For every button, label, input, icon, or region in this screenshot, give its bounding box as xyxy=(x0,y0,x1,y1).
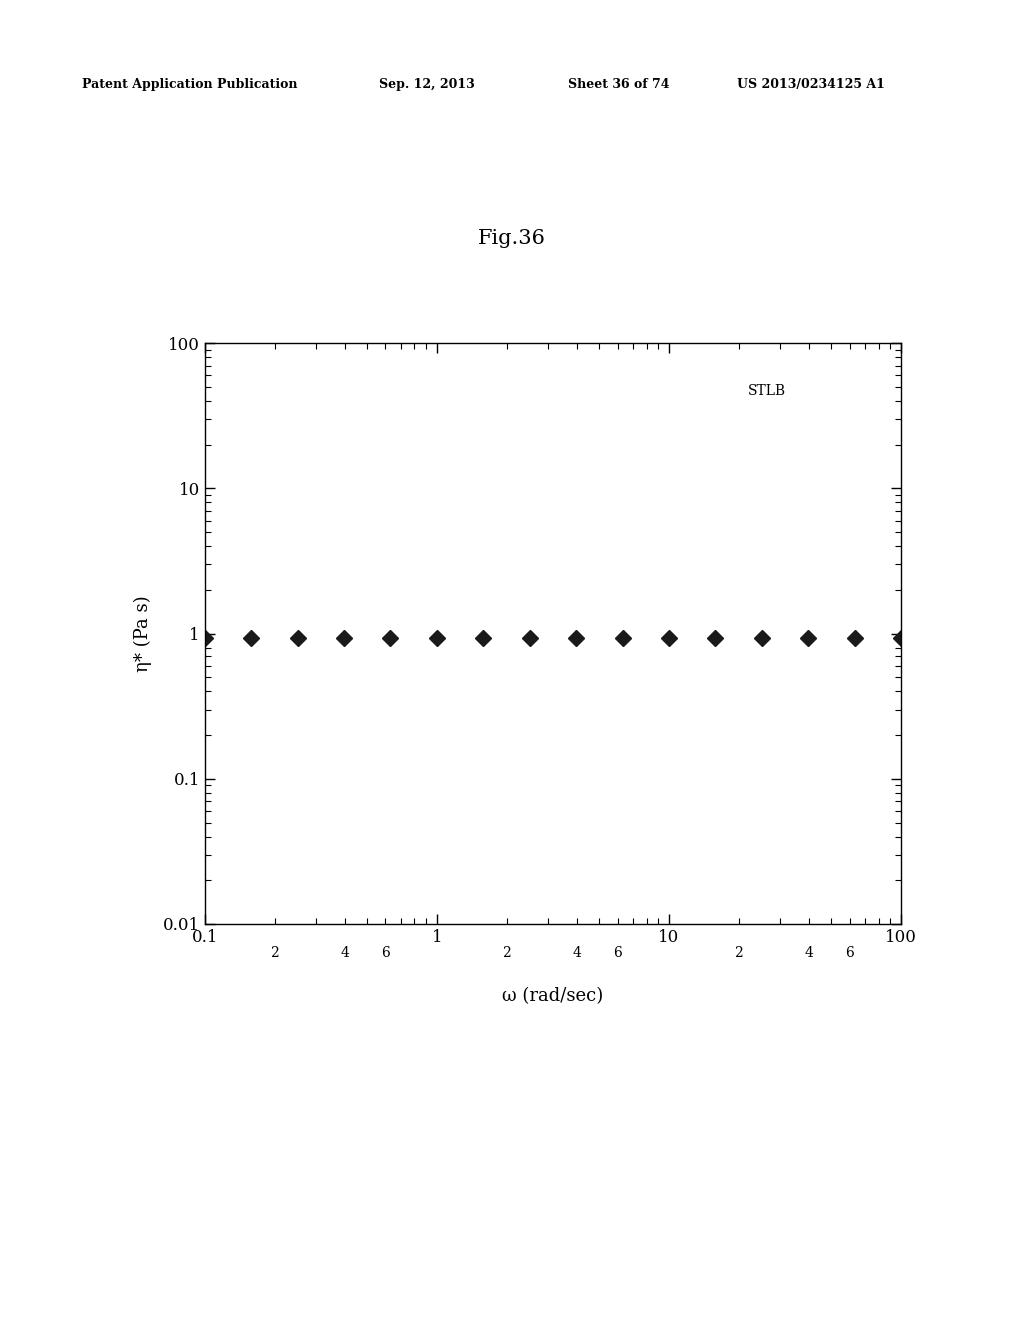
Text: US 2013/0234125 A1: US 2013/0234125 A1 xyxy=(737,78,885,91)
Text: 2: 2 xyxy=(734,946,743,960)
Text: 4: 4 xyxy=(340,946,349,960)
Text: Fig.36: Fig.36 xyxy=(478,230,546,248)
Text: 6: 6 xyxy=(381,946,390,960)
Text: Patent Application Publication: Patent Application Publication xyxy=(82,78,297,91)
Text: 6: 6 xyxy=(845,946,854,960)
Text: Sheet 36 of 74: Sheet 36 of 74 xyxy=(568,78,670,91)
Text: Sep. 12, 2013: Sep. 12, 2013 xyxy=(379,78,475,91)
Text: 6: 6 xyxy=(613,946,622,960)
Text: 2: 2 xyxy=(503,946,511,960)
Text: 2: 2 xyxy=(270,946,280,960)
Text: STLB: STLB xyxy=(748,384,786,397)
X-axis label: ω (rad/sec): ω (rad/sec) xyxy=(503,987,603,1006)
Text: 4: 4 xyxy=(572,946,581,960)
Y-axis label: η* (Pa s): η* (Pa s) xyxy=(133,595,152,672)
Text: 4: 4 xyxy=(804,946,813,960)
